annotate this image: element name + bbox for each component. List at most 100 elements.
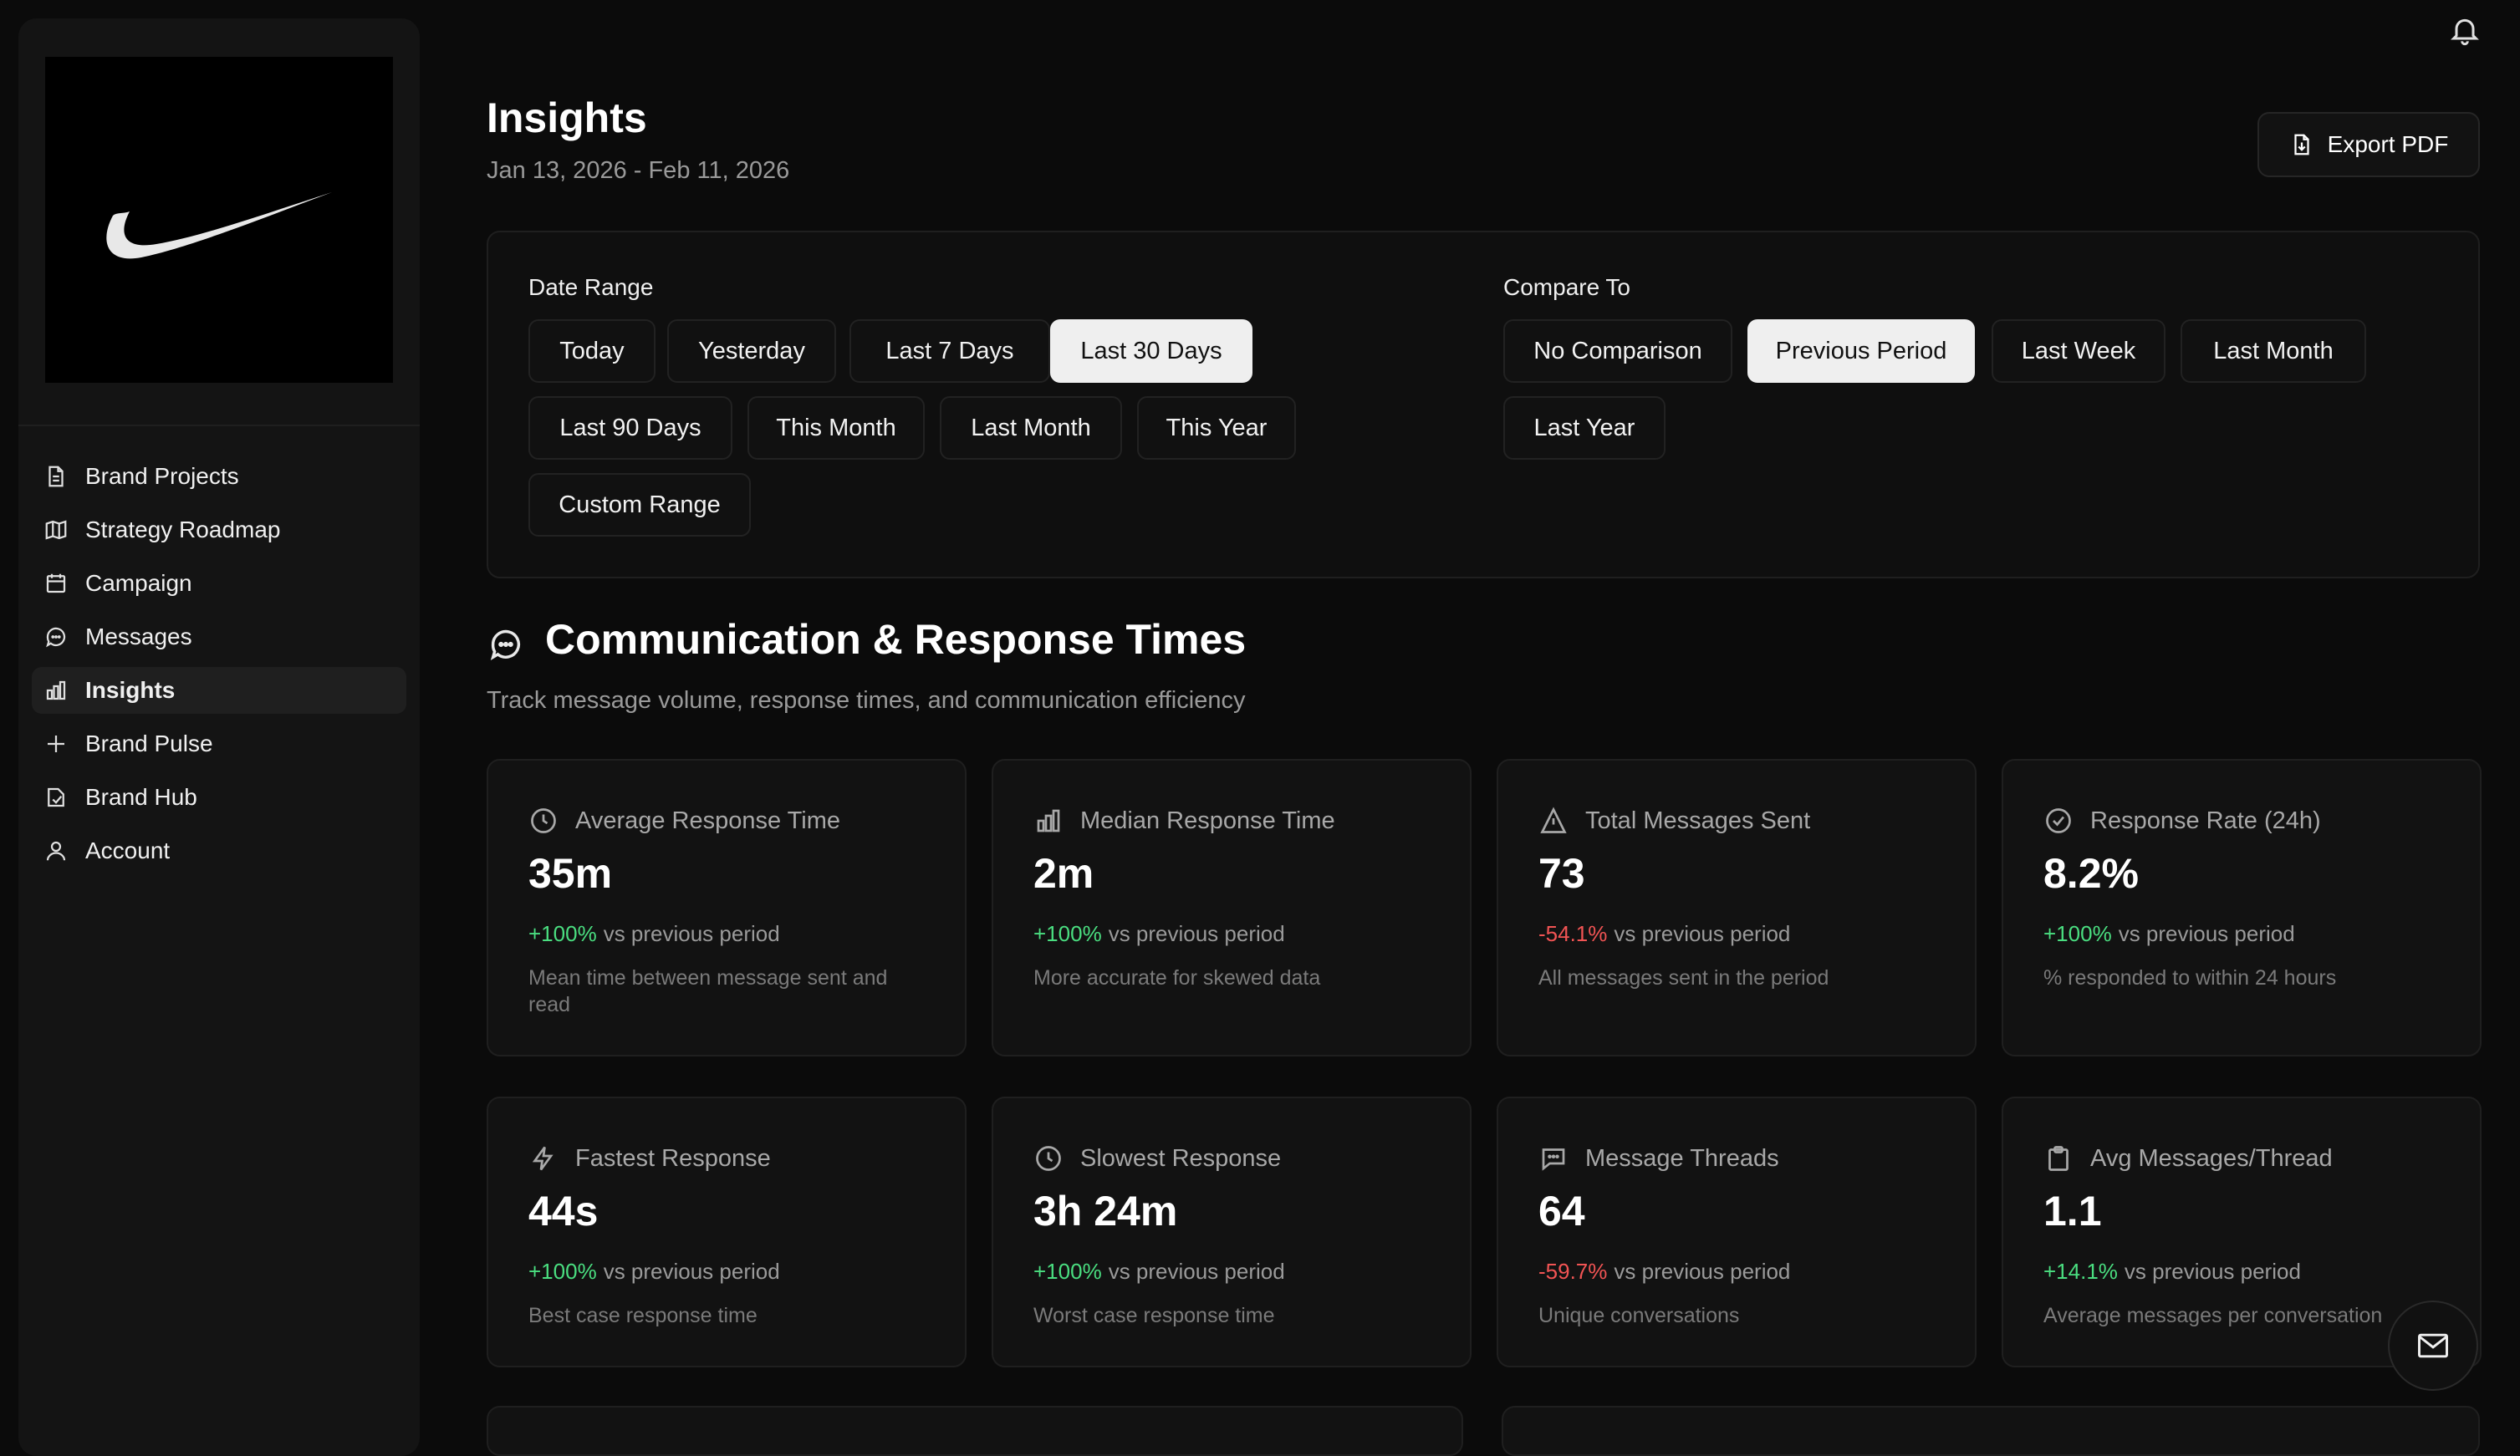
- card-change: +100% vs previous period: [528, 1259, 780, 1285]
- change-label: vs previous period: [1108, 921, 1285, 946]
- date-option-last-90-days[interactable]: Last 90 Days: [528, 396, 732, 460]
- card-header: Avg Messages/Thread: [2043, 1143, 2333, 1173]
- card-title: Average Response Time: [575, 807, 841, 834]
- sidebar-item-strategy-roadmap[interactable]: Strategy Roadmap: [32, 507, 406, 553]
- card-title: Slowest Response: [1080, 1144, 1282, 1172]
- date-range-text: Jan 13, 2026 - Feb 11, 2026: [487, 157, 790, 184]
- date-option-yesterday[interactable]: Yesterday: [667, 319, 836, 383]
- swoosh-logo-icon: [106, 192, 332, 259]
- user-icon: [46, 841, 66, 861]
- mail-icon: [2418, 1333, 2448, 1358]
- sidebar-item-messages[interactable]: Messages: [32, 613, 406, 660]
- change-percent: +100%: [528, 921, 597, 946]
- card-change: -54.1% vs previous period: [1538, 921, 1790, 947]
- change-percent: +100%: [2043, 921, 2112, 946]
- card-header: Message Threads: [1538, 1143, 1779, 1173]
- clock-icon: [1036, 1146, 1061, 1171]
- date-option-last-7-days[interactable]: Last 7 Days: [849, 319, 1050, 383]
- card-header: Average Response Time: [528, 806, 840, 836]
- card-value: 8.2%: [2043, 850, 2139, 897]
- metric-card-median-response-time: Median Response Time 2m +100% vs previous…: [992, 759, 1472, 1056]
- change-percent: +100%: [1033, 1259, 1102, 1284]
- date-option-this-month[interactable]: This Month: [747, 396, 925, 460]
- card-title: Fastest Response: [575, 1144, 771, 1172]
- change-label: vs previous period: [603, 1259, 780, 1284]
- compare-option-previous-period[interactable]: Previous Period: [1747, 319, 1975, 383]
- card-value: 35m: [528, 850, 613, 897]
- message-square-icon: [1542, 1148, 1565, 1171]
- card-description: % responded to within 24 hours: [2043, 966, 2337, 990]
- export-pdf-button[interactable]: Export PDF: [2257, 112, 2480, 177]
- sidebar-item-campaign[interactable]: Campaign: [32, 560, 406, 607]
- card-description: Average messages per conversation: [2043, 1304, 2383, 1327]
- date-option-today[interactable]: Today: [528, 319, 656, 383]
- card-header: Slowest Response: [1033, 1143, 1281, 1173]
- book-icon: [48, 787, 64, 807]
- card-header: Response Rate (24h): [2043, 806, 2321, 836]
- card-change: +14.1% vs previous period: [2043, 1259, 2301, 1285]
- change-label: vs previous period: [1614, 921, 1791, 946]
- card-description: Worst case response time: [1033, 1304, 1275, 1327]
- change-percent: +100%: [1033, 921, 1102, 946]
- card-value: 64: [1538, 1188, 1585, 1235]
- card-change: +100% vs previous period: [528, 921, 780, 947]
- bell-icon[interactable]: [2448, 13, 2482, 47]
- export-pdf-label: Export PDF: [2327, 131, 2449, 157]
- compare-option-last-year[interactable]: Last Year: [1503, 396, 1666, 460]
- card-header: Fastest Response: [528, 1143, 771, 1173]
- card-title: Total Messages Sent: [1585, 807, 1811, 834]
- card-title: Avg Messages/Thread: [2090, 1144, 2333, 1172]
- card-change: +100% vs previous period: [1033, 1259, 1285, 1285]
- sidebar-item-insights[interactable]: Insights: [32, 667, 406, 714]
- card-description: Best case response time: [528, 1304, 758, 1327]
- compare-to-label: Compare To: [1503, 274, 1631, 300]
- page-title: Insights: [487, 94, 647, 141]
- sidebar-item-brand-hub[interactable]: Brand Hub: [32, 774, 406, 821]
- sidebar-item-label: Account: [85, 837, 171, 863]
- card-value: 1.1: [2043, 1188, 2102, 1235]
- card-description: Mean time between message sent and read: [528, 966, 888, 1016]
- change-label: vs previous period: [2124, 1259, 2301, 1284]
- lightning-icon: [532, 1146, 553, 1171]
- sidebar-item-account[interactable]: Account: [32, 827, 406, 874]
- card-value: 2m: [1033, 850, 1094, 897]
- metric-card-average-response-time: Average Response Time 35m +100% vs previo…: [487, 759, 967, 1056]
- card-value: 44s: [528, 1188, 599, 1235]
- section-title: Communication & Response Times: [545, 616, 1247, 663]
- change-label: vs previous period: [603, 921, 780, 946]
- card-description: Unique conversations: [1538, 1304, 1740, 1327]
- date-option-last-30-days[interactable]: Last 30 Days: [1050, 319, 1252, 383]
- date-option-custom-range[interactable]: Custom Range: [528, 473, 751, 537]
- card-value: 3h 24m: [1033, 1188, 1178, 1235]
- compare-option-no-comparison[interactable]: No Comparison: [1503, 319, 1732, 383]
- clock-icon: [531, 808, 556, 833]
- sidebar-item-label: Brand Projects: [85, 463, 239, 489]
- sidebar-item-brand-pulse[interactable]: Brand Pulse: [32, 720, 406, 767]
- card-description: More accurate for skewed data: [1033, 966, 1321, 990]
- brand-logo: [45, 57, 393, 383]
- chat-icon: [46, 627, 66, 648]
- compare-option-last-week[interactable]: Last Week: [1992, 319, 2165, 383]
- sidebar-item-label: Strategy Roadmap: [85, 517, 281, 542]
- card-title: Median Response Time: [1080, 807, 1335, 834]
- change-percent: +100%: [528, 1259, 597, 1284]
- mail-fab-button[interactable]: [2388, 1301, 2478, 1391]
- chat-bubble-icon: [490, 629, 521, 661]
- sidebar-item-label: Campaign: [85, 570, 192, 596]
- card-title: Response Rate (24h): [2090, 807, 2321, 834]
- card-title: Message Threads: [1585, 1144, 1779, 1172]
- send-icon: [1540, 807, 1567, 833]
- card-value: 73: [1538, 850, 1585, 897]
- date-option-last-month[interactable]: Last Month: [940, 396, 1122, 460]
- change-label: vs previous period: [2118, 921, 2295, 946]
- date-option-this-year[interactable]: This Year: [1137, 396, 1296, 460]
- compare-option-last-month[interactable]: Last Month: [2181, 319, 2366, 383]
- file-download-icon: [2294, 134, 2309, 155]
- sidebar-item-label: Brand Hub: [85, 784, 197, 810]
- change-percent: -59.7%: [1538, 1259, 1608, 1284]
- metric-card-message-threads: Message Threads 64 -59.7% vs previous per…: [1497, 1097, 1977, 1367]
- sidebar-item-label: Brand Pulse: [85, 731, 213, 756]
- card-change: +100% vs previous period: [1033, 921, 1285, 947]
- sidebar-item-label: Messages: [85, 624, 192, 649]
- sidebar-item-brand-projects[interactable]: Brand Projects: [32, 453, 406, 500]
